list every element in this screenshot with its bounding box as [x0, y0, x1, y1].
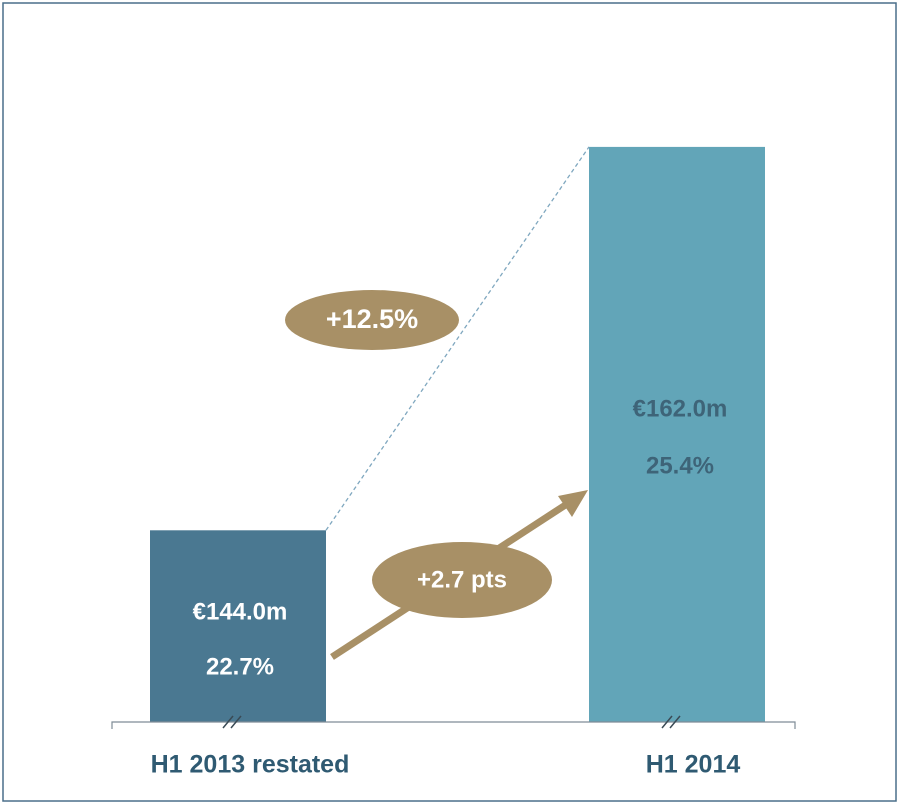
- bar: [589, 146, 765, 722]
- margin-label: 22.7%: [206, 653, 274, 680]
- margin-label: 25.4%: [646, 452, 714, 479]
- axis-break: [222, 715, 234, 729]
- annotation: +2.7 pts: [417, 566, 507, 593]
- arrow-head: [558, 490, 588, 517]
- category-label: H1 2013 restated: [151, 751, 350, 779]
- category-label: H1 2014: [646, 751, 741, 779]
- axis-break: [230, 715, 242, 729]
- axis-break: [669, 715, 681, 729]
- annotation-bubble: [372, 542, 552, 618]
- annotation: +12.5%: [326, 304, 418, 334]
- x-axis: [111, 721, 796, 729]
- annotation-bubble: [285, 290, 459, 350]
- connector: [325, 146, 590, 531]
- value-label: €162.0m: [633, 395, 728, 422]
- value-label: €144.0m: [193, 598, 288, 625]
- axis-break: [661, 715, 673, 729]
- bar: [150, 530, 326, 722]
